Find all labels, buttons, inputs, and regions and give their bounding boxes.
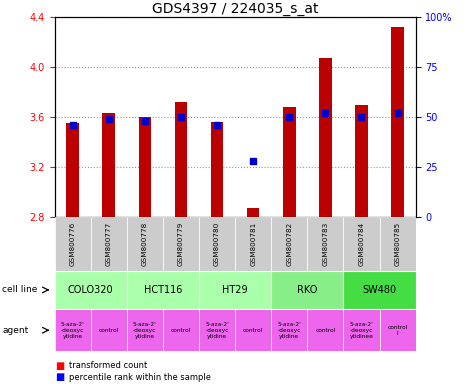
Bar bbox=[175, 102, 187, 217]
Bar bbox=[271, 309, 307, 351]
Text: agent: agent bbox=[2, 326, 28, 335]
Bar bbox=[271, 271, 343, 309]
Bar bbox=[91, 217, 127, 271]
Bar bbox=[343, 271, 416, 309]
Text: GSM800783: GSM800783 bbox=[323, 222, 328, 266]
Bar bbox=[66, 123, 79, 217]
Text: GSM800778: GSM800778 bbox=[142, 222, 148, 266]
Text: control: control bbox=[99, 328, 119, 333]
Bar bbox=[139, 117, 151, 217]
Bar bbox=[307, 217, 343, 271]
Text: GSM800781: GSM800781 bbox=[250, 222, 256, 266]
Bar bbox=[163, 309, 199, 351]
Text: GSM800785: GSM800785 bbox=[395, 222, 400, 266]
Bar bbox=[319, 58, 332, 217]
Bar bbox=[271, 217, 307, 271]
Text: 5-aza-2'
-deoxyc
ytidine: 5-aza-2' -deoxyc ytidine bbox=[133, 322, 157, 339]
Bar bbox=[103, 113, 115, 217]
Bar bbox=[307, 309, 343, 351]
Text: 5-aza-2'
-deoxyc
ytidinee: 5-aza-2' -deoxyc ytidinee bbox=[350, 322, 373, 339]
Text: GSM800776: GSM800776 bbox=[70, 222, 76, 266]
Bar bbox=[235, 217, 271, 271]
Bar bbox=[211, 122, 223, 217]
Text: GSM800782: GSM800782 bbox=[286, 222, 292, 266]
Text: GSM800777: GSM800777 bbox=[106, 222, 112, 266]
Text: COLO320: COLO320 bbox=[68, 285, 114, 295]
Text: GSM800779: GSM800779 bbox=[178, 222, 184, 266]
Bar bbox=[235, 309, 271, 351]
Text: HCT116: HCT116 bbox=[144, 285, 182, 295]
Bar bbox=[199, 271, 271, 309]
Bar bbox=[55, 309, 91, 351]
Bar bbox=[283, 107, 295, 217]
Bar bbox=[127, 271, 199, 309]
Bar bbox=[247, 208, 259, 217]
Title: GDS4397 / 224035_s_at: GDS4397 / 224035_s_at bbox=[152, 2, 318, 16]
Text: 5-aza-2'
-deoxyc
ytidine: 5-aza-2' -deoxyc ytidine bbox=[61, 322, 85, 339]
Bar bbox=[391, 27, 404, 217]
Bar bbox=[55, 271, 127, 309]
Bar bbox=[380, 309, 416, 351]
Text: HT29: HT29 bbox=[222, 285, 248, 295]
Text: cell line: cell line bbox=[2, 285, 38, 295]
Text: GSM800784: GSM800784 bbox=[359, 222, 364, 266]
Bar bbox=[199, 309, 235, 351]
Text: 5-aza-2'
-deoxyc
ytidine: 5-aza-2' -deoxyc ytidine bbox=[277, 322, 301, 339]
Bar bbox=[355, 105, 368, 217]
Text: GSM800780: GSM800780 bbox=[214, 222, 220, 266]
Text: control: control bbox=[243, 328, 263, 333]
Text: control: control bbox=[171, 328, 191, 333]
Bar bbox=[343, 309, 380, 351]
Text: ■: ■ bbox=[55, 361, 64, 371]
Bar bbox=[199, 217, 235, 271]
Bar bbox=[127, 217, 163, 271]
Bar bbox=[380, 217, 416, 271]
Bar bbox=[91, 309, 127, 351]
Text: RKO: RKO bbox=[297, 285, 317, 295]
Text: ■: ■ bbox=[55, 372, 64, 382]
Bar bbox=[163, 217, 199, 271]
Text: SW480: SW480 bbox=[362, 285, 397, 295]
Text: transformed count: transformed count bbox=[69, 361, 147, 370]
Text: percentile rank within the sample: percentile rank within the sample bbox=[69, 372, 211, 382]
Text: 5-aza-2'
-deoxyc
ytidine: 5-aza-2' -deoxyc ytidine bbox=[205, 322, 229, 339]
Text: control
l: control l bbox=[388, 325, 408, 336]
Bar bbox=[55, 217, 91, 271]
Bar bbox=[127, 309, 163, 351]
Text: control: control bbox=[315, 328, 335, 333]
Bar bbox=[343, 217, 380, 271]
